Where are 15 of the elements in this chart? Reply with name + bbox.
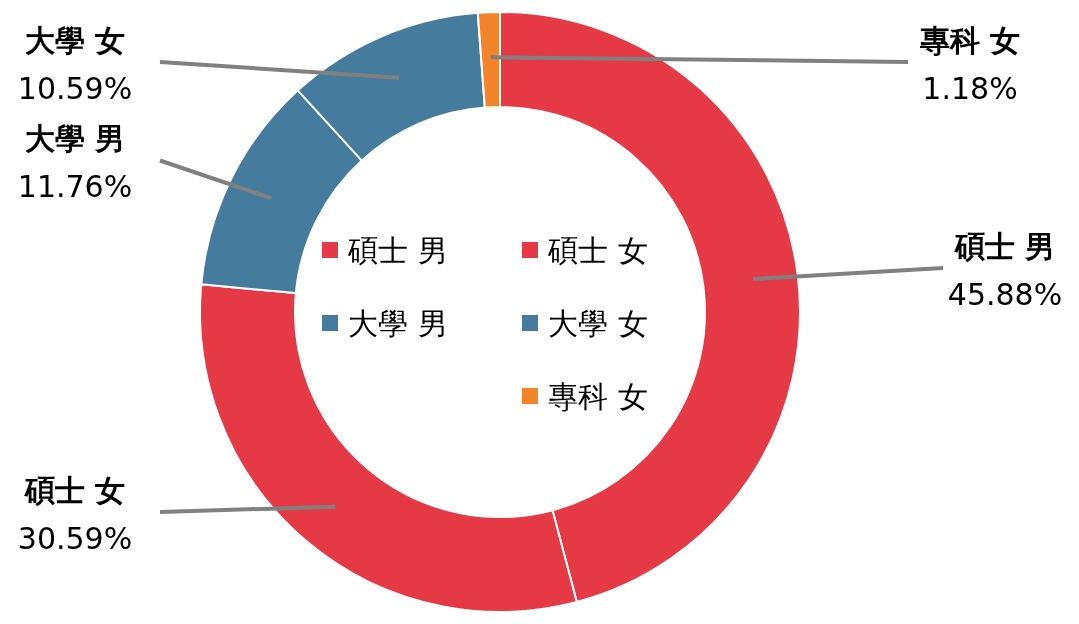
data-label: 11.76%: [17, 169, 133, 205]
data-label: 45.88%: [947, 276, 1063, 312]
slice-label: 專科 女: [918, 22, 1021, 58]
legend-label: 專科 女: [548, 378, 648, 414]
data-label: 1.18%: [922, 70, 1018, 106]
slice-label: 大學 女: [24, 22, 126, 58]
slice-label: 大學 男: [24, 121, 126, 157]
legend-label: 大學 女: [548, 305, 648, 341]
data-label: 10.59%: [17, 70, 133, 106]
slice-label: 碩士 女: [23, 472, 126, 508]
data-label: 30.59%: [17, 520, 133, 556]
legend-label: 碩士 女: [547, 232, 648, 268]
legend-label: 碩士 男: [347, 232, 448, 268]
legend-label: 大學 男: [348, 305, 448, 341]
slice-label: 碩士 男: [953, 228, 1056, 264]
